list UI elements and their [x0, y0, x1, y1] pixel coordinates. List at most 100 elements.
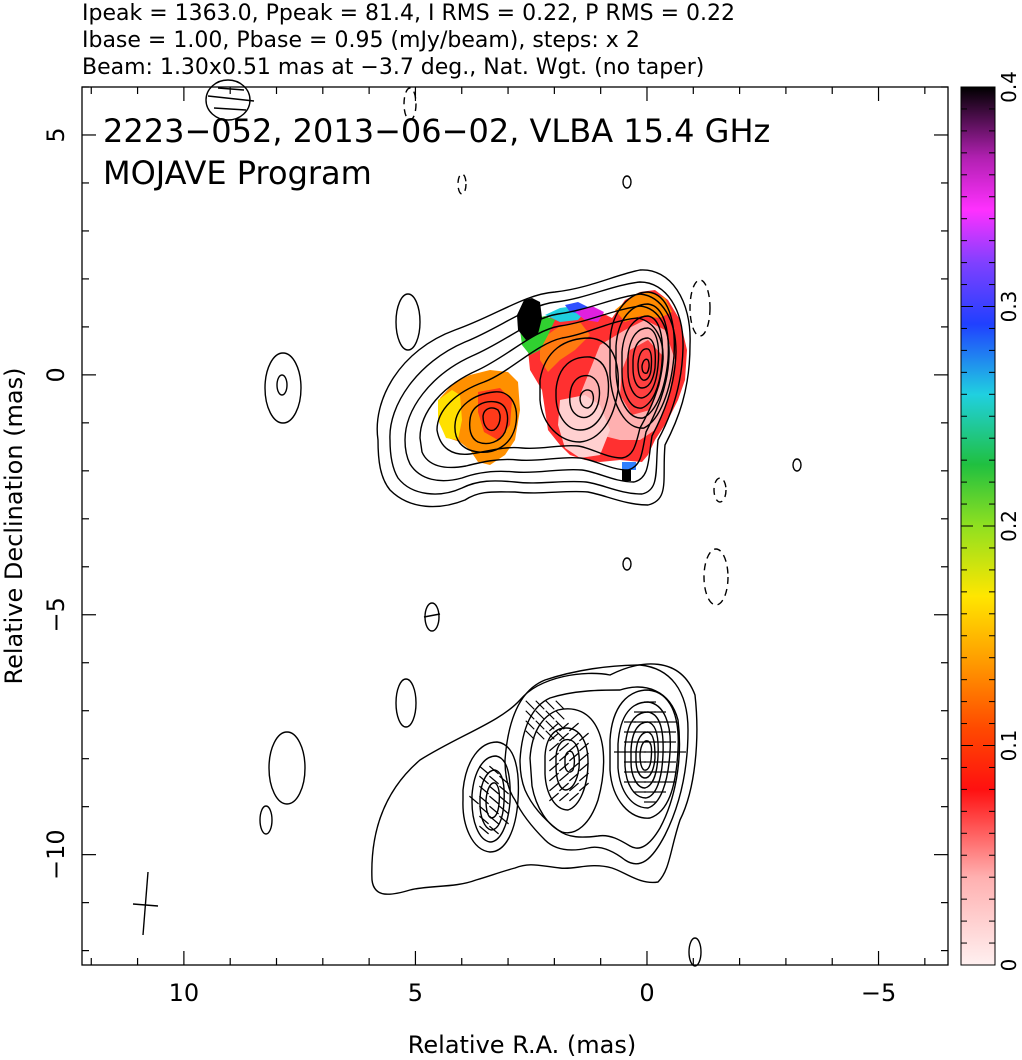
contour-upper-core-3 — [621, 315, 664, 409]
evpa-tick — [499, 805, 509, 815]
contour-isolated-11 — [688, 937, 702, 967]
fracpol-edge-black — [517, 298, 542, 340]
contour-lower-outer-1 — [371, 663, 698, 895]
contour-upper-11 — [569, 374, 601, 419]
x-tick-label: 5 — [408, 979, 423, 1007]
header-line-1: Ipeak = 1363.0, Ppeak = 81.4, I RMS = 0.… — [82, 1, 735, 26]
contour-upper-4 — [419, 305, 670, 471]
evpa-tick — [579, 742, 589, 752]
contour-lower-2 — [504, 664, 689, 865]
evpa-tick — [545, 730, 555, 740]
contour-isolated-4 — [622, 175, 632, 189]
contours-upper-map — [205, 79, 802, 967]
evpa-tick — [559, 722, 569, 732]
evpa-tick — [499, 795, 509, 805]
evpa-tick — [489, 825, 499, 835]
x-tick-label: −5 — [861, 979, 896, 1007]
evpa-tick — [525, 710, 535, 720]
contour-lower-core-4 — [630, 721, 659, 789]
contour-topleft-line-3 — [217, 87, 245, 91]
y-tick-label: −10 — [42, 829, 70, 880]
evpa-tick — [489, 785, 499, 795]
evpa-tick — [479, 805, 489, 815]
evpa-tick — [579, 752, 589, 762]
contour-negative-4 — [703, 548, 729, 606]
x-tick-label: 0 — [639, 979, 654, 1007]
evpa-tick — [559, 752, 569, 762]
evpa-tick — [549, 772, 559, 782]
evpa-tick — [549, 762, 559, 772]
contour-isolated-8 — [395, 678, 417, 728]
contour-upper-outer-1 — [376, 269, 691, 508]
evpa-tick — [569, 782, 579, 792]
evpa-tick — [569, 742, 579, 752]
evpa-tick — [489, 765, 499, 775]
evpa-tick — [479, 785, 489, 795]
contour-negative-5 — [403, 87, 417, 121]
fracpol-jet-lowfrac — [558, 395, 610, 458]
evpa-tick — [555, 700, 565, 710]
evpa-tick — [559, 762, 569, 772]
y-tick-label: 0 — [42, 367, 70, 382]
evpa-tick — [479, 825, 489, 835]
contour-lower-core-5 — [635, 731, 656, 779]
evpa-tick — [489, 775, 499, 785]
evpa-tick — [499, 815, 509, 825]
colorbar-tick-label: 0.2 — [997, 510, 1021, 542]
colorbar-tick-label: 0 — [997, 959, 1021, 972]
evpa-tick — [579, 772, 589, 782]
contour-isolated-1 — [395, 293, 421, 351]
evpa-tick — [559, 782, 569, 792]
evpa-tick — [479, 795, 489, 805]
contour-upper-12 — [579, 389, 595, 409]
contour-upper-7 — [469, 400, 509, 445]
contour-upper-10 — [555, 356, 610, 431]
contour-topleft-line-1 — [207, 95, 255, 102]
fracpol-edge-magenta — [575, 306, 604, 322]
evpa-tick — [479, 765, 489, 775]
plot-area: 2223−052, 2013−06−02, VLBA 15.4 GHz MOJA… — [42, 79, 949, 1007]
contour-isolated-6 — [622, 557, 632, 571]
colorbar-tick-label: 0.4 — [997, 71, 1021, 103]
header-line-3: Beam: 1.30x0.51 mas at −3.7 deg., Nat. W… — [82, 55, 704, 80]
evpa-tick — [535, 730, 545, 740]
evpa-tick — [549, 732, 559, 742]
beam-marker — [132, 871, 159, 936]
evpa-tick — [489, 815, 499, 825]
evpa-tick — [489, 795, 499, 805]
axis-tick-labels: 10 5 0 −5 5 0 −5 −10 — [42, 127, 896, 1007]
contour-isolated-5 — [792, 458, 802, 472]
contour-isolated-9 — [268, 731, 306, 805]
contour-lower-left-3 — [479, 769, 505, 831]
evpa-tick — [469, 795, 479, 805]
contour-upper-8 — [482, 407, 501, 432]
y-axis-title: Relative Declination (mas) — [0, 367, 28, 684]
fracpol-edge-black-small — [622, 470, 631, 481]
x-tick-label: 10 — [169, 979, 200, 1007]
contour-isolated-7-tick — [423, 613, 441, 618]
contour-negative-1 — [689, 279, 711, 337]
fracpol-edge-blue-small — [622, 462, 636, 470]
plot-title-line-2: MOJAVE Program — [103, 154, 372, 192]
evpa-tick — [555, 720, 565, 730]
evpa-tick — [535, 710, 545, 720]
evpa-tick — [559, 732, 569, 742]
evpa-tick — [479, 815, 489, 825]
contour-isolated-3 — [276, 374, 288, 396]
evpa-tick — [525, 700, 535, 710]
evpa-tick-group — [469, 700, 686, 835]
contour-upper-core-6 — [637, 348, 653, 381]
contour-upper-core-5 — [632, 337, 657, 389]
contour-upper-outer-2 — [389, 281, 684, 495]
contour-lower-7 — [564, 750, 576, 773]
contour-topleft-line-2 — [213, 107, 247, 111]
colorbar-tick-labels: 0 0.1 0.2 0.3 0.4 — [997, 71, 1021, 971]
beam-major-axis — [142, 871, 149, 936]
fracpol-outer-yellow — [438, 390, 462, 440]
contour-lower-left-4 — [485, 782, 501, 819]
evpa-tick — [479, 775, 489, 785]
evpa-tick — [579, 782, 589, 792]
evpa-tick — [545, 710, 555, 720]
evpa-tick — [525, 730, 535, 740]
